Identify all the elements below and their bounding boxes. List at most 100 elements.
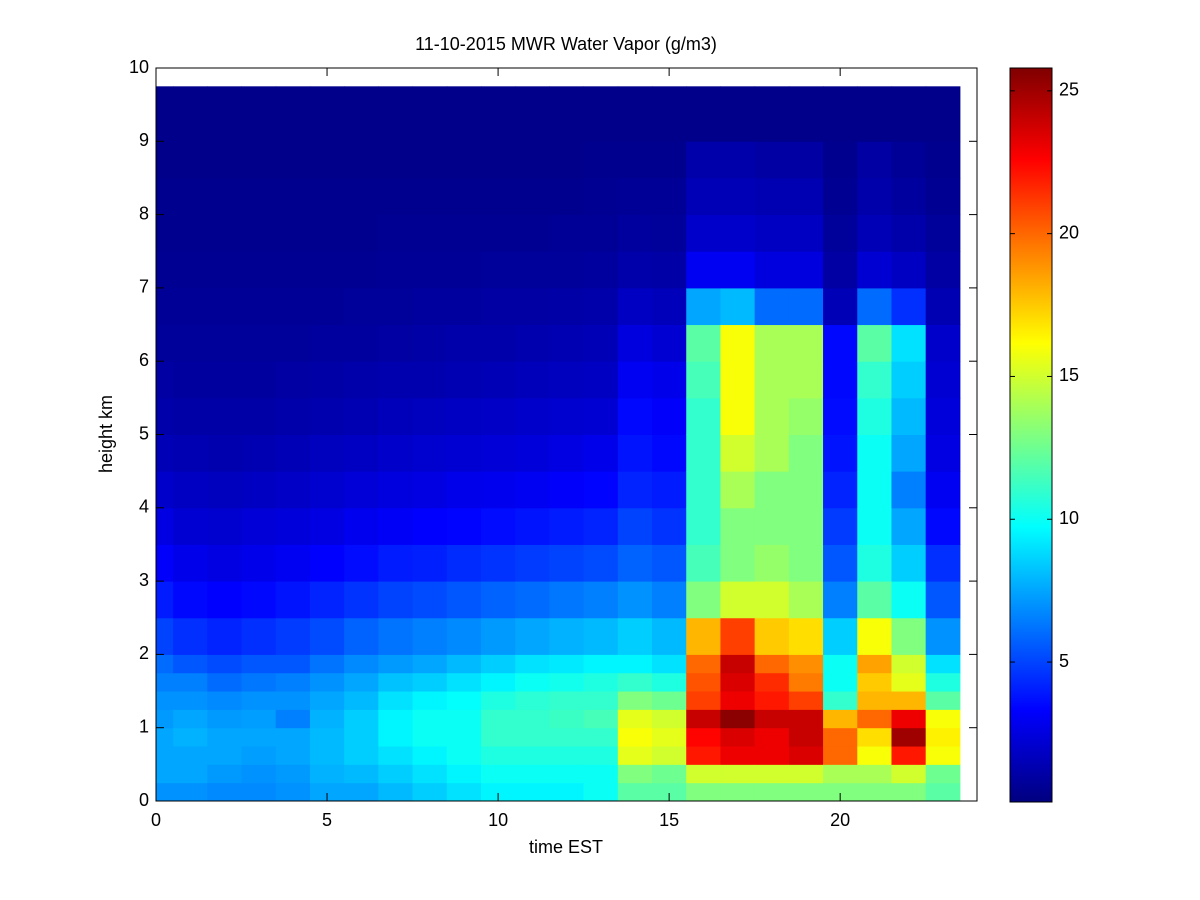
heatmap-cell [344, 654, 379, 674]
heatmap-cell [686, 746, 721, 765]
heatmap-cell [241, 544, 277, 582]
heatmap-cell [891, 782, 927, 802]
heatmap-cell [515, 507, 550, 545]
heatmap-cell [275, 214, 311, 252]
heatmap-cell [891, 746, 927, 765]
heatmap-cell [925, 397, 961, 435]
heatmap-cell [720, 709, 756, 729]
heatmap-cell [480, 617, 516, 655]
heatmap-cell [412, 507, 448, 545]
heatmap-cell [857, 214, 892, 252]
heatmap-cell [207, 727, 243, 747]
y-tick-label: 9 [139, 130, 149, 150]
heatmap-cell [652, 746, 687, 765]
heatmap-cell [891, 397, 927, 435]
heatmap-cell [480, 654, 516, 674]
heatmap-cell [378, 141, 414, 179]
heatmap-cell [480, 324, 516, 362]
heatmap-cell [156, 581, 174, 619]
heatmap-cell [173, 727, 208, 747]
heatmap-cell [686, 397, 721, 435]
heatmap-cell [652, 141, 687, 179]
heatmap-cell [583, 434, 619, 472]
heatmap-cell [686, 361, 721, 399]
heatmap-cell [549, 654, 585, 674]
heatmap-cell [686, 544, 721, 582]
heatmap-cell [823, 617, 858, 655]
heatmap-cell [275, 361, 311, 399]
heatmap-cell [549, 746, 585, 765]
heatmap-cell [480, 782, 516, 802]
heatmap-cell [617, 324, 653, 362]
heatmap-cell [925, 324, 961, 362]
heatmap-cell [207, 764, 243, 784]
heatmap-cell [156, 397, 174, 435]
heatmap-cell [207, 709, 243, 729]
heatmap-cell [275, 86, 311, 142]
heatmap-cell [378, 654, 414, 674]
heatmap-cell [412, 287, 448, 326]
heatmap-cell [156, 672, 174, 692]
heatmap-cell [925, 764, 961, 784]
heatmap-cell [275, 177, 311, 216]
heatmap-cell [344, 177, 379, 216]
heatmap-cell [925, 617, 961, 655]
heatmap-cell [823, 251, 858, 289]
heatmap-cell [583, 672, 619, 692]
heatmap-cell [652, 287, 687, 326]
heatmap-cell [891, 764, 927, 784]
heatmap-cell [173, 251, 208, 289]
heatmap-cell [652, 397, 687, 435]
heatmap-cell [720, 251, 756, 289]
heatmap-cell [412, 617, 448, 655]
heatmap-cell [720, 544, 756, 582]
heatmap-cell [720, 86, 756, 142]
heatmap-cell [480, 746, 516, 765]
heatmap-cell [412, 324, 448, 362]
heatmap-cell [754, 86, 790, 142]
heatmap-cell [378, 361, 414, 399]
heatmap-cell [652, 672, 687, 692]
heatmap-cell [652, 617, 687, 655]
heatmap-cell [720, 471, 756, 509]
heatmap-cell [309, 214, 345, 252]
heatmap-cell [207, 361, 243, 399]
heatmap-cell [925, 672, 961, 692]
heatmap-cell [583, 764, 619, 784]
heatmap-cell [275, 709, 311, 729]
y-tick-label: 6 [139, 350, 149, 370]
heatmap-cell [480, 86, 516, 142]
heatmap-cell [925, 86, 961, 142]
x-tick-label: 10 [488, 810, 508, 830]
heatmap-cell [549, 672, 585, 692]
heatmap-cell [617, 709, 653, 729]
heatmap-cell [788, 746, 824, 765]
heatmap-cell [788, 141, 824, 179]
heatmap-cell [173, 214, 208, 252]
heatmap-cell [480, 397, 516, 435]
heatmap-cell [549, 727, 585, 747]
heatmap-cell [652, 434, 687, 472]
heatmap-cell [412, 727, 448, 747]
heatmap-cell [857, 471, 892, 509]
x-tick-label: 0 [151, 810, 161, 830]
heatmap-cell [378, 581, 414, 619]
heatmap-cell [480, 764, 516, 784]
heatmap-cell [446, 214, 482, 252]
heatmap-cell [652, 581, 687, 619]
heatmap-cell [617, 471, 653, 509]
heatmap-cell [275, 287, 311, 326]
heatmap-cell [173, 544, 208, 582]
heatmap-cell [788, 397, 824, 435]
heatmap-cell [173, 746, 208, 765]
heatmap-cell [446, 397, 482, 435]
heatmap-cell [549, 709, 585, 729]
heatmap-cell [549, 764, 585, 784]
heatmap-cell [275, 617, 311, 655]
heatmap-cell [156, 324, 174, 362]
heatmap-cell [241, 141, 277, 179]
heatmap-cell [617, 177, 653, 216]
heatmap-cell [156, 287, 174, 326]
heatmap-cell [309, 672, 345, 692]
heatmap-cell [173, 507, 208, 545]
